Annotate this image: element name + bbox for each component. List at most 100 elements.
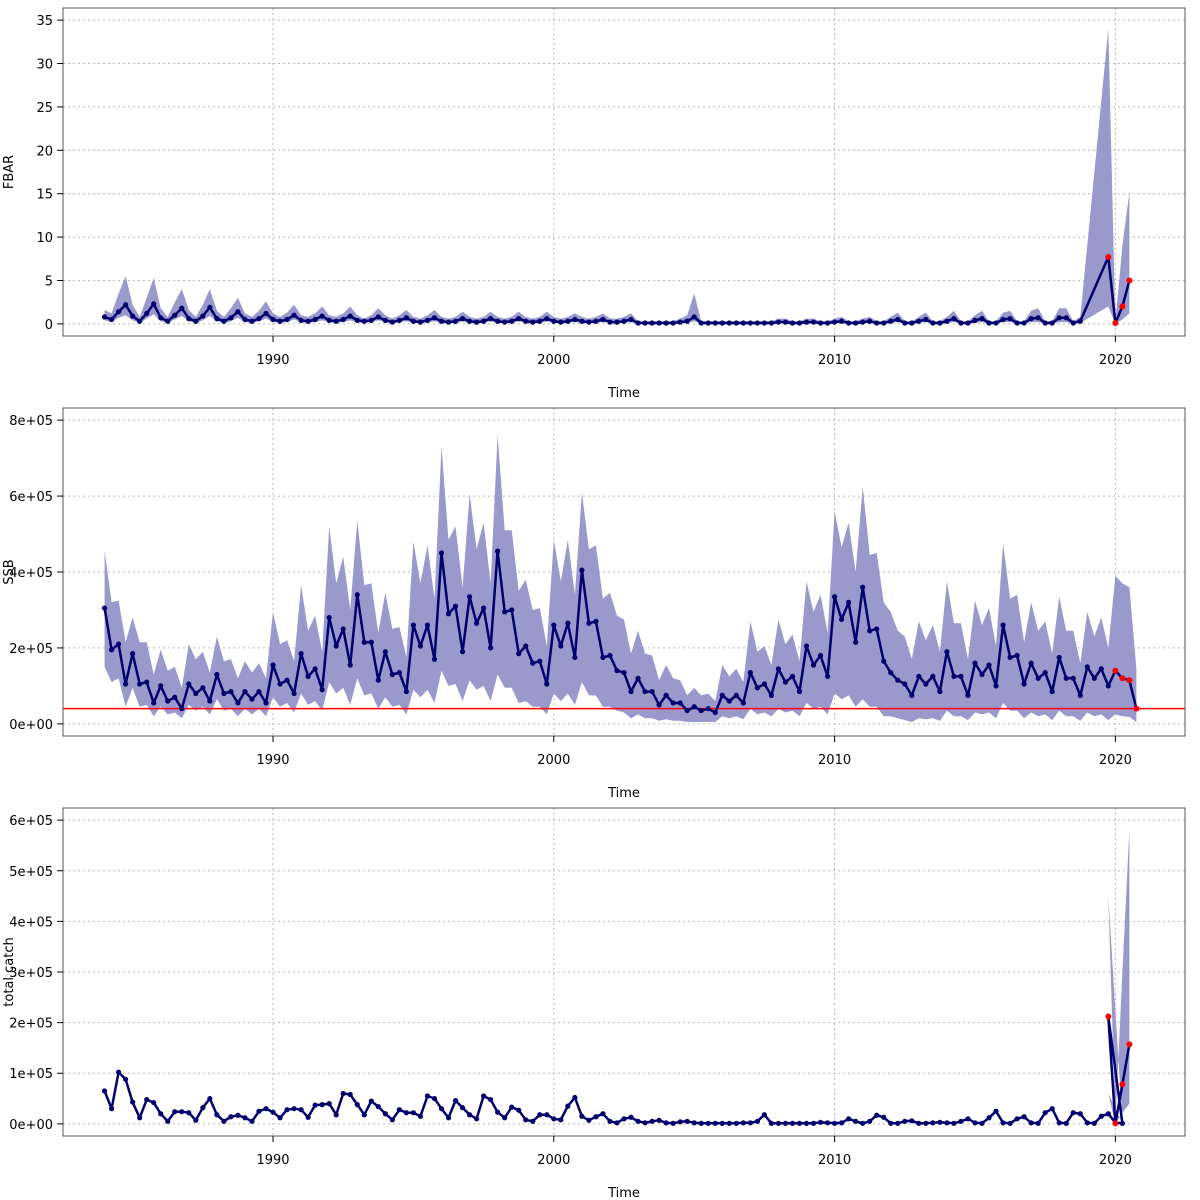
x-tick-label: 1990 [256,353,289,368]
data-point [551,1116,557,1122]
data-point [305,673,311,679]
data-point [1049,1106,1055,1112]
data-point [361,639,367,645]
data-point [277,318,283,324]
data-point [488,645,494,651]
data-point [944,318,950,324]
chart-panel-1: 1990 2000 2010 2020 0 5 10 15 20 25 30 35 Time FBAR [2,7,1186,401]
data-point [1007,316,1013,322]
data-point [656,1117,662,1123]
data-point [649,688,655,695]
data-point [481,318,487,324]
y-axis-label: FBAR [2,155,17,189]
data-point [607,1118,613,1124]
data-point [761,681,767,687]
data-point [1042,670,1048,676]
data-point [263,1106,269,1112]
data-point [1077,692,1083,698]
y-tick-label: 35 [36,14,53,29]
y-tick-label: 2e+05 [9,642,53,657]
data-point [951,673,957,679]
data-point [691,704,697,710]
data-point [312,316,318,323]
data-point [705,1120,711,1126]
highlight-point [1119,303,1126,310]
data-point [621,670,627,676]
data-point [628,316,634,323]
data-point [354,592,360,598]
data-point [1056,654,1062,661]
data-point [565,318,571,324]
highlight-point [1105,1013,1112,1020]
highlight-point [1119,675,1126,682]
data-point [888,670,894,676]
data-point [888,318,894,324]
data-point [445,1115,452,1121]
data-point [853,1118,859,1124]
data-point [466,594,473,600]
highlight-point [1126,277,1133,284]
data-point [403,1110,409,1116]
data-point [754,685,760,691]
data-point [298,651,304,657]
data-point [951,1120,957,1126]
data-point [614,668,620,674]
data-point [186,316,192,322]
data-point [193,1117,199,1123]
data-point [1042,320,1048,326]
data-point [551,318,557,324]
data-point [516,1107,522,1113]
data-point [1021,681,1027,687]
data-point [509,318,515,324]
data-point [158,315,164,321]
data-point [417,643,424,649]
data-point [789,320,796,326]
data-point [867,628,873,634]
data-point [263,700,269,706]
highlight-point [1105,254,1112,261]
data-point [347,1091,353,1098]
data-point [719,692,725,698]
data-point [382,317,388,323]
data-point [214,671,220,678]
data-point [544,681,550,687]
data-point [291,1106,297,1112]
data-point [130,1099,136,1105]
data-point [572,1094,578,1101]
data-point [431,656,438,662]
data-point [424,317,431,323]
data-point [249,696,255,702]
data-point [438,550,445,556]
data-point [775,319,782,325]
data-point [881,1114,887,1120]
data-point [719,1120,725,1126]
data-point [459,649,466,655]
data-point [1119,1120,1125,1126]
data-point [831,319,838,325]
data-point [810,319,817,325]
data-point [993,1108,999,1114]
data-point [1014,652,1020,659]
data-point [228,688,234,695]
data-point [186,1110,192,1116]
data-point [782,319,789,325]
data-point [249,1118,255,1124]
data-point [909,1118,915,1124]
data-point [972,1120,978,1126]
data-point [319,313,325,319]
data-point [614,319,620,325]
data-point [817,652,824,659]
chart-panel-2: 1990 2000 2010 2020 0e+00 2e+05 4e+05 6e+05 8e+0… [2,407,1186,801]
data-point [621,318,627,324]
data-point [1056,1120,1062,1126]
data-point [740,1120,746,1126]
data-point [326,1101,332,1107]
data-point [516,651,522,657]
data-point [473,319,480,325]
data-point [923,681,929,687]
data-point [1091,675,1097,681]
data-point [860,584,866,590]
data-point [403,315,409,321]
data-point [438,318,445,324]
data-point [593,618,599,624]
